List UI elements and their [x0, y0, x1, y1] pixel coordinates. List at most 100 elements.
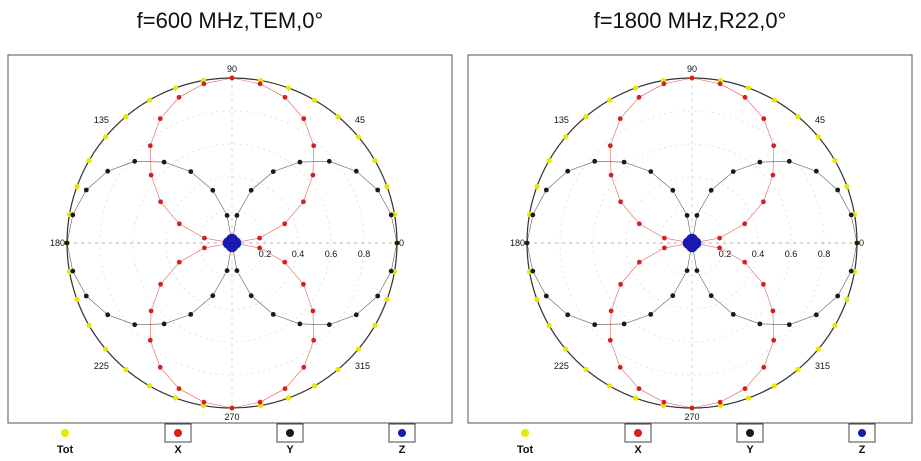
angle-tick-label: 315	[815, 361, 830, 371]
series-x-point	[717, 235, 722, 241]
polar-grid-ring	[559, 110, 825, 376]
series-x-point	[661, 81, 667, 87]
series-x-point	[742, 94, 748, 100]
series-y-point	[297, 159, 303, 165]
radial-tick-label: 0.2	[259, 249, 272, 259]
series-tot-point	[844, 296, 850, 302]
series-y-point	[64, 240, 70, 246]
series-y-point	[694, 213, 700, 218]
series-x-point	[689, 75, 695, 81]
legend-label-y: Y	[286, 444, 294, 456]
series-x-point	[282, 386, 288, 392]
series-tot-point	[815, 134, 821, 140]
series-z-point	[686, 240, 698, 253]
series-x-point	[202, 245, 207, 251]
series-x-point	[257, 81, 263, 87]
legend-label-x: X	[174, 444, 182, 456]
series-tot-point	[606, 383, 613, 389]
series-x-point	[158, 281, 164, 287]
series-x-point	[148, 172, 154, 178]
chart-panel-1800mhz: f=1800 MHz,R22,0° 90 45 0 315 270 225 180 135 0.…	[460, 0, 920, 461]
series-y-point	[353, 312, 359, 318]
series-x-point	[257, 399, 263, 405]
chart-title: f=1800 MHz,R22,0°	[593, 8, 787, 33]
series-tot-point	[795, 114, 801, 120]
series-y-point	[730, 312, 736, 317]
series-tot-point	[146, 97, 153, 103]
radial-tick-label: 0.6	[785, 249, 798, 259]
series-tot-point	[534, 296, 540, 302]
series-tot-point	[74, 184, 80, 190]
series-tot-point	[372, 157, 378, 164]
series-tot-point	[74, 296, 80, 302]
legend-marker-z	[398, 429, 406, 437]
series-x-point	[761, 281, 766, 287]
series-x-point	[282, 221, 288, 227]
series-y-point	[757, 159, 763, 165]
angle-tick-label: 270	[224, 412, 239, 422]
series-x-point	[636, 259, 642, 265]
series-y-point	[813, 168, 819, 174]
series-x-point	[282, 94, 288, 100]
series-tot-point	[173, 85, 179, 91]
series-x-point	[771, 337, 777, 343]
series-tot-point	[103, 346, 109, 352]
angle-tick-label: 225	[554, 361, 569, 371]
series-y-point	[70, 268, 76, 274]
series-y-point	[83, 187, 89, 193]
series-y-point	[786, 322, 792, 328]
series-y-point	[621, 321, 627, 327]
legend-marker-y	[286, 429, 294, 437]
legend-marker-z	[858, 429, 866, 437]
series-tot-point	[832, 157, 838, 164]
series-y-point	[848, 212, 854, 218]
series-x-point	[717, 245, 722, 251]
series-x-point	[742, 259, 748, 265]
series-x-point	[771, 143, 777, 149]
series-tot-point	[384, 296, 390, 302]
series-y-point	[835, 293, 841, 299]
series-x-point	[761, 199, 766, 205]
series-tot-point	[771, 97, 778, 103]
angle-tick-label: 0	[399, 238, 404, 248]
angle-tick-label: 90	[227, 64, 237, 74]
series-tot-point	[563, 346, 569, 352]
series-x-point	[717, 81, 723, 87]
series-tot-point	[86, 322, 92, 329]
radial-tick-label: 0.8	[358, 249, 371, 259]
radial-tick-label: 0.4	[752, 249, 765, 259]
series-tot-point	[103, 134, 109, 140]
series-x-point	[689, 405, 695, 411]
series-tot-point	[355, 346, 361, 352]
series-tot-point	[546, 157, 552, 164]
series-tot-point	[815, 346, 821, 352]
angle-tick-label: 135	[554, 115, 569, 125]
chart-panel-600mhz: f=600 MHz,TEM,0° 90 45 0 315 270 225 180 135 0.2…	[0, 0, 460, 461]
series-x-point	[617, 116, 623, 122]
series-x-point	[257, 235, 262, 241]
series-y-point	[132, 322, 138, 328]
series-x-point	[607, 337, 613, 343]
legend-marker-tot	[61, 429, 69, 437]
series-x-point	[661, 399, 667, 405]
series-y-point	[543, 187, 549, 193]
series-tot-point	[86, 157, 92, 164]
series-y-point	[786, 158, 792, 164]
series-x-point	[282, 259, 288, 265]
series-tot-point	[795, 366, 801, 372]
series-y-point	[708, 293, 714, 299]
series-y-point	[224, 213, 230, 218]
series-tot-point	[335, 114, 341, 120]
radial-tick-label: 0.6	[325, 249, 338, 259]
series-tot-point	[633, 85, 639, 91]
angle-tick-label: 0	[859, 238, 864, 248]
angle-tick-label: 225	[94, 361, 109, 371]
series-y-point	[848, 268, 854, 274]
series-y-point	[530, 212, 536, 218]
series-x-point	[662, 245, 667, 251]
series-tot-point	[534, 184, 540, 190]
angle-tick-label: 180	[510, 238, 525, 248]
series-x-point	[301, 199, 306, 205]
series-y-point	[757, 321, 763, 327]
series-tot-point	[384, 184, 390, 190]
